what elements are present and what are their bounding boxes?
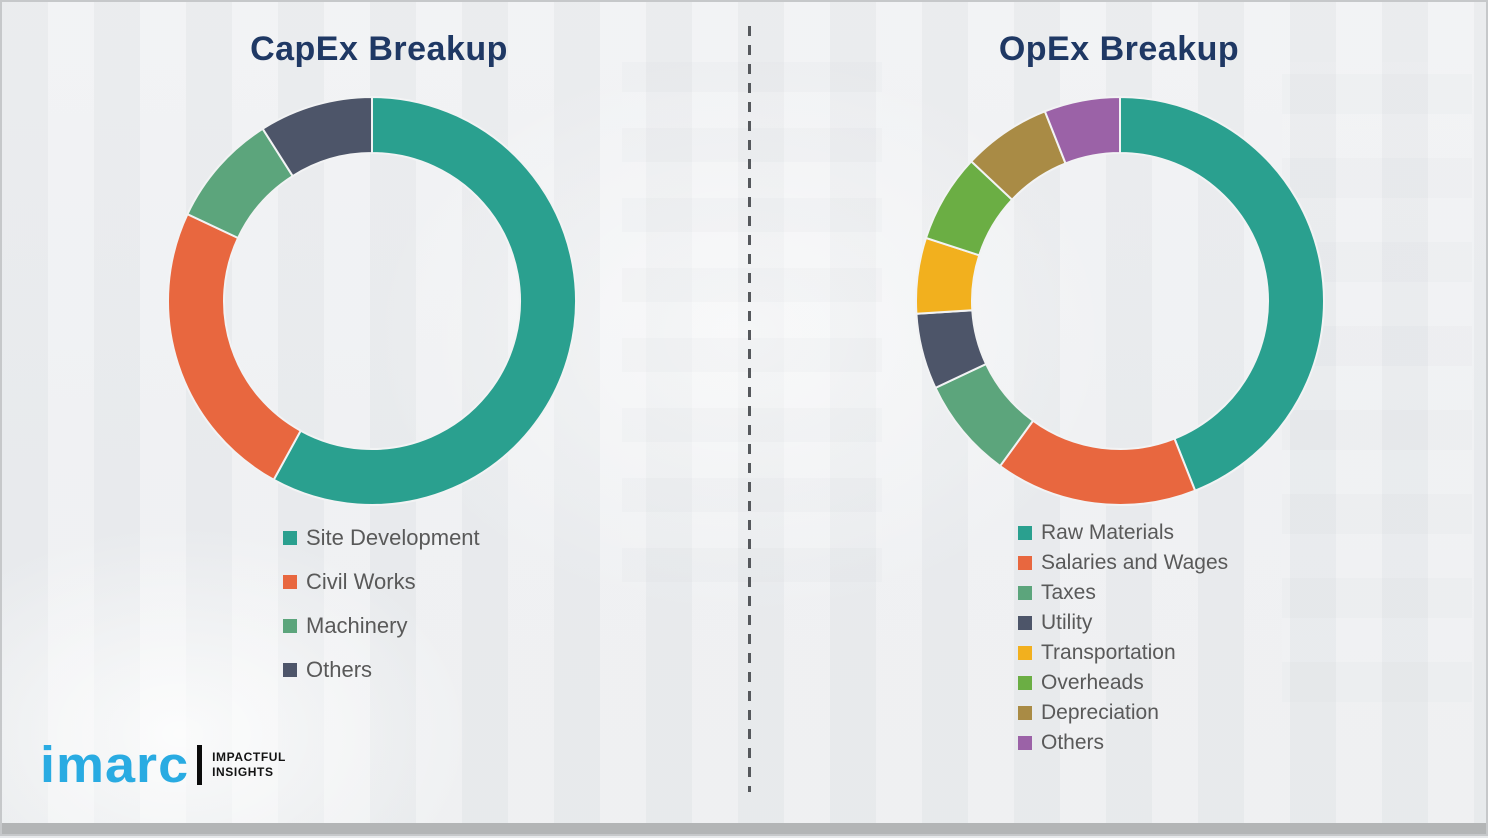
legend-label: Transportation [1041,641,1176,664]
logo-tagline: IMPACTFUL INSIGHTS [212,750,286,780]
capex-legend: Site Development Civil Works Machinery Othe… [283,516,480,692]
legend-marker [1018,676,1032,690]
legend-label: Others [306,657,373,682]
logo-tagline-line2: INSIGHTS [212,765,274,779]
legend-item: Salaries and Wages [1018,548,1228,578]
legend-item: Site Development [283,516,480,560]
legend-label: Salaries and Wages [1041,551,1229,574]
donut-segment-civil-works [167,212,303,482]
opex-legend: Raw Materials Salaries and Wages Taxes Util… [1018,518,1228,758]
legend-item: Machinery [283,604,480,648]
legend-marker [283,575,297,589]
legend-item: Civil Works [283,560,480,604]
legend-marker [1018,646,1032,660]
legend-marker [1018,556,1032,570]
vertical-dashed-divider [748,26,751,792]
legend-label: Others [1041,731,1105,754]
donut-segment-salaries-and-wages [998,419,1197,506]
imarc-logo: imarc IMPACTFUL INSIGHTS [40,738,286,792]
donut-segment-raw-materials [1119,95,1325,492]
donut-segment-site-development [272,95,577,506]
donut-segment-others [1043,95,1121,165]
legend-label: Site Development [306,525,480,550]
legend-item: Others [283,648,480,692]
capex-chart-title: CapEx Breakup [250,30,508,68]
legend-marker [1018,736,1032,750]
legend-item: Utility [1018,608,1228,638]
legend-label: Machinery [306,613,408,638]
legend-label: Depreciation [1041,701,1159,724]
legend-item: Transportation [1018,638,1228,668]
legend-label: Utility [1041,611,1093,634]
legend-label: Taxes [1041,581,1096,604]
legend-label: Raw Materials [1041,521,1175,544]
legend-item: Depreciation [1018,698,1228,728]
imarc-logo-wordmark: imarc [40,736,190,794]
legend-item: Others [1018,728,1228,758]
legend-marker [1018,586,1032,600]
logo-tagline-line1: IMPACTFUL [212,750,286,764]
legend-marker [1018,706,1032,720]
opex-chart-title: OpEx Breakup [998,30,1240,68]
bottom-border-strip [2,823,1486,834]
legend-item: Overheads [1018,668,1228,698]
legend-label: Overheads [1041,671,1144,694]
legend-marker [283,619,297,633]
logo-divider-bar [197,745,203,785]
legend-item: Raw Materials [1018,518,1228,548]
legend-marker [1018,526,1032,540]
donut-segment-others [261,95,373,178]
legend-label: Civil Works [306,569,416,594]
legend-item: Taxes [1018,578,1228,608]
legend-marker [1018,616,1032,630]
legend-marker [283,663,297,677]
legend-marker [283,531,297,545]
